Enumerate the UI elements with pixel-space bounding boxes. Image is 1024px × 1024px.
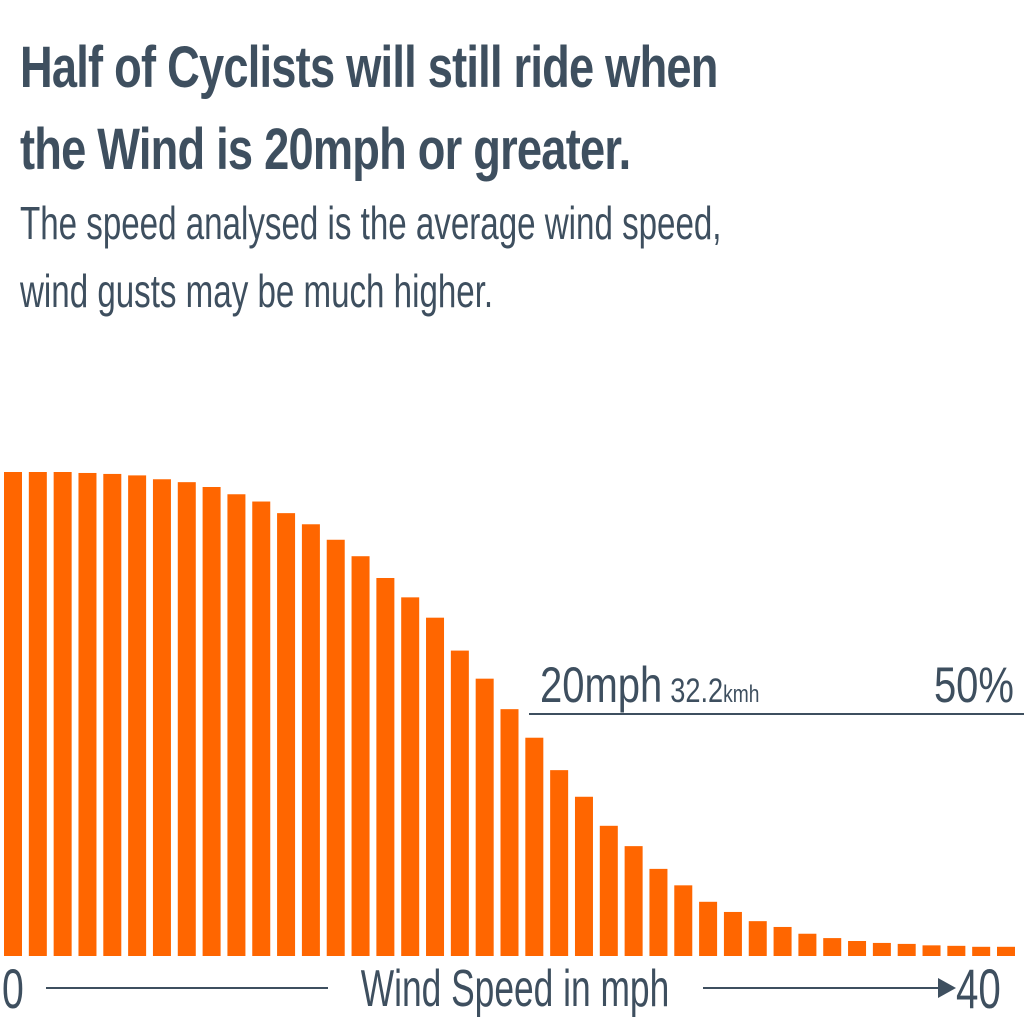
bar-27mph (674, 885, 693, 956)
bar-29mph (723, 911, 742, 956)
annotation-mph: 20mph (540, 657, 662, 713)
annotation-label: 20mph 32.2kmh (540, 657, 759, 713)
annotation-kmh-unit: kmh (723, 680, 759, 708)
arrow-head-icon (938, 978, 956, 998)
bar-22mph (550, 770, 569, 956)
chart-title-line-1: Half of Cyclists will still ride when (20, 34, 914, 101)
annotation-percent: 50% (934, 657, 1014, 713)
title-text: the Wind is 20mph or greater. (20, 117, 631, 182)
bar-39mph (972, 946, 991, 956)
bar-14mph (351, 556, 370, 956)
bar-28mph (699, 901, 718, 956)
subtitle-line-2: wind gusts may be much higher. (20, 264, 677, 318)
bar-32mph (798, 933, 817, 956)
x-axis-end-label: 40 (956, 959, 1001, 1021)
x-axis-start-label: 0 (2, 958, 24, 1021)
bar-10mph (252, 501, 271, 956)
bar-5mph (128, 475, 147, 956)
bar-6mph (152, 479, 171, 956)
bar-31mph (773, 926, 792, 956)
bar-21mph (525, 737, 544, 956)
bar-30mph (748, 921, 767, 956)
bar-33mph (823, 938, 842, 956)
bar-8mph (202, 487, 221, 956)
x-axis-title: Wind Speed in mph (361, 960, 670, 1017)
bar-35mph (872, 942, 891, 956)
subtitle-text: wind gusts may be much higher. (20, 265, 494, 317)
subtitle-text: The speed analysed is the average wind s… (20, 197, 722, 249)
bar-16mph (401, 597, 420, 956)
bar-15mph (376, 577, 395, 956)
bar-1mph (28, 472, 47, 956)
bar-13mph (326, 539, 345, 956)
annotation-kmh-value: 32.2 (670, 671, 723, 710)
bar-0mph (4, 472, 22, 956)
bar-25mph (624, 846, 643, 956)
bar-12mph (301, 524, 320, 956)
bar-20mph (500, 709, 519, 956)
bar-4mph (103, 473, 122, 956)
bar-40mph (997, 946, 1015, 956)
bar-9mph (227, 494, 246, 956)
bar-7mph (177, 482, 196, 956)
title-text: Half of Cyclists will still ride when (20, 35, 718, 100)
bar-19mph (475, 678, 494, 956)
bar-34mph (848, 940, 867, 956)
chart-title-line-2: the Wind is 20mph or greater. (20, 116, 803, 183)
bar-3mph (78, 472, 97, 956)
bar-11mph (277, 513, 296, 956)
bar-2mph (53, 472, 72, 956)
subtitle-line-1: The speed analysed is the average wind s… (20, 196, 994, 250)
bars-group (4, 472, 1015, 956)
bar-36mph (897, 943, 916, 956)
bar-18mph (450, 650, 469, 956)
bar-37mph (922, 945, 941, 956)
bar-38mph (947, 945, 966, 956)
bar-17mph (426, 617, 445, 956)
bar-23mph (574, 796, 593, 956)
bar-24mph (599, 825, 618, 956)
bar-26mph (649, 868, 668, 956)
